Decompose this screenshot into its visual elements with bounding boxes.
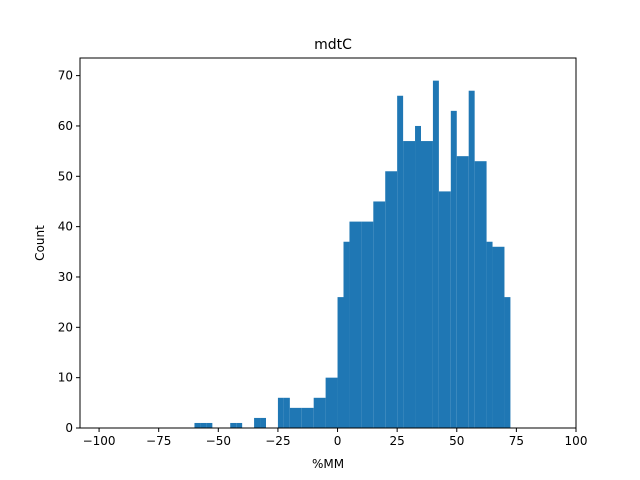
histogram-bar [486, 241, 493, 428]
x-tick-label: 50 [449, 434, 464, 448]
histogram-bar [254, 417, 261, 428]
y-tick-label: 50 [58, 169, 73, 183]
chart-title: mdtC [314, 37, 352, 53]
x-tick-label: −75 [146, 434, 171, 448]
histogram-bars [194, 80, 511, 429]
x-axis-ticks: −100 −75 −50 −25 0 25 50 75 100 [83, 428, 588, 448]
x-axis-label: %MM [312, 457, 344, 471]
histogram-bar [403, 141, 416, 428]
y-tick-label: 20 [58, 320, 73, 334]
y-tick-label: 60 [58, 119, 73, 133]
x-tick-label: 100 [565, 434, 588, 448]
histogram-bar [450, 110, 457, 428]
histogram-bar [200, 422, 207, 428]
histogram-bar [313, 397, 326, 428]
histogram-bar [277, 397, 284, 428]
histogram-bar [456, 156, 469, 428]
histogram-bar [468, 90, 475, 429]
histogram-bar [432, 80, 439, 428]
plot-area-frame [79, 57, 577, 429]
histogram-bar [301, 407, 314, 428]
histogram-bar [325, 377, 338, 428]
histogram-bar [438, 191, 451, 428]
y-tick-label: 30 [58, 270, 73, 284]
histogram-bar [260, 417, 266, 428]
histogram-bar [421, 141, 433, 428]
histogram-bar [492, 246, 505, 428]
histogram-bar [283, 397, 290, 428]
x-tick-label: 75 [509, 434, 524, 448]
x-tick-label: 25 [390, 434, 405, 448]
histogram-bar [289, 407, 302, 428]
y-tick-label: 40 [58, 220, 73, 234]
histogram-bar [236, 422, 243, 428]
histogram-bar [361, 221, 374, 428]
x-tick-label: −25 [265, 434, 290, 448]
x-tick-label: −100 [83, 434, 116, 448]
histogram-bar [337, 297, 344, 428]
histogram-bar [385, 171, 398, 428]
histogram-bar [373, 201, 386, 428]
histogram-bar [343, 241, 350, 428]
histogram-bar [474, 161, 487, 429]
histogram-bar [349, 221, 362, 428]
y-tick-label: 70 [58, 69, 73, 83]
y-tick-label: 0 [65, 421, 73, 435]
histogram-bar [230, 422, 237, 428]
x-tick-label: 0 [334, 434, 342, 448]
histogram-bar [397, 95, 404, 429]
x-tick-label: −50 [206, 434, 231, 448]
histogram-bar [504, 297, 511, 428]
y-tick-label: 10 [58, 371, 73, 385]
y-axis-label: Count [33, 225, 47, 261]
histogram-bar [415, 125, 421, 429]
histogram-bar [206, 422, 213, 428]
histogram-bar [194, 422, 201, 428]
y-axis-ticks: 0 10 20 30 40 50 60 70 [58, 69, 80, 435]
